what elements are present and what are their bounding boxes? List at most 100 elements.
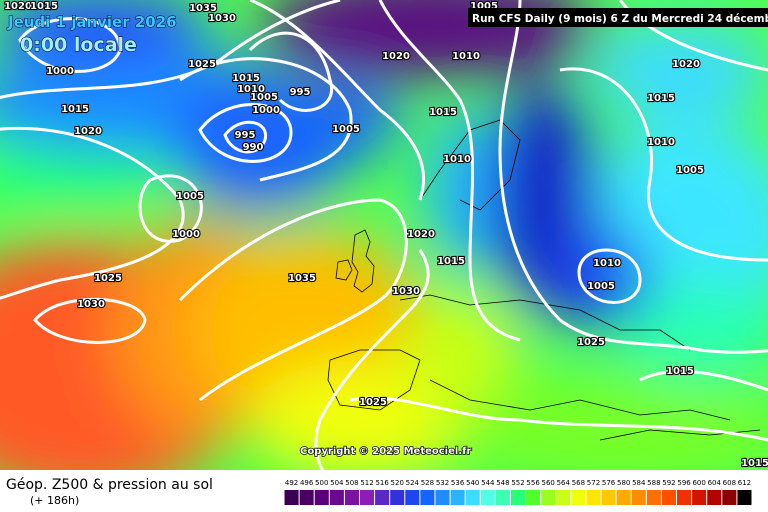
isobar-label: 1010 <box>647 137 675 148</box>
isobar-label: 1015 <box>647 93 675 104</box>
colorbar-label: 532 <box>436 479 449 487</box>
isobar-label: 1020 <box>382 51 410 62</box>
isobar-label: 1005 <box>176 191 204 202</box>
isobar-label: 1010 <box>443 154 471 165</box>
colorbar-label: 520 <box>391 479 404 487</box>
isobar-label: 1015 <box>30 1 58 12</box>
isobar-label: 990 <box>243 142 264 153</box>
isobar-label: 1035 <box>189 3 217 14</box>
colorbar-label: 548 <box>496 479 509 487</box>
isobar-label: 1025 <box>359 397 387 408</box>
colorbar-label: 540 <box>466 479 479 487</box>
isobar-label: 995 <box>290 87 311 98</box>
colorbar-swatch <box>375 490 390 505</box>
isobar-label: 1005 <box>676 165 704 176</box>
isobar-label: 1025 <box>188 59 216 70</box>
colorbar-swatch <box>692 490 707 505</box>
colorbar-swatch <box>556 490 571 505</box>
colorbar-label: 492 <box>285 479 298 487</box>
isobar-label: 1035 <box>288 273 316 284</box>
isobar-label: 1015 <box>61 104 89 115</box>
colorbar-swatch <box>722 490 737 505</box>
colorbar-swatch <box>435 490 450 505</box>
colorbar-swatch <box>646 490 661 505</box>
colorbar-label: 524 <box>406 479 420 487</box>
isobar-label: 1005 <box>587 281 615 292</box>
colorbar-swatch <box>299 490 314 505</box>
isobar-label: 1020 <box>672 59 700 70</box>
isobar-label: 1015 <box>429 107 457 118</box>
isobar-label: 1000 <box>172 229 200 240</box>
isobars <box>0 0 768 470</box>
colorbar-label: 604 <box>708 479 722 487</box>
colorbar-swatch <box>359 490 375 505</box>
colorbar-label: 612 <box>738 479 751 487</box>
colorbar-swatch <box>510 490 526 505</box>
colorbar-swatch <box>480 490 495 505</box>
colorbar-label: 516 <box>375 479 389 487</box>
colorbar-label: 536 <box>451 479 465 487</box>
colorbar-label: 564 <box>557 479 571 487</box>
colorbar-swatch <box>465 490 480 505</box>
colorbar-label: 496 <box>300 479 314 487</box>
isobar-label: 1030 <box>77 299 105 310</box>
colorbar-swatch <box>677 490 692 505</box>
colorbar-swatch <box>737 490 752 505</box>
isobar-label: 1000 <box>46 66 74 77</box>
colorbar-swatch <box>450 490 465 505</box>
isobar-label: 1020 <box>407 229 435 240</box>
colorbar-label: 576 <box>602 479 616 487</box>
colorbar-swatch <box>526 490 541 505</box>
colorbar-swatch <box>405 490 420 505</box>
colorbar-label: 580 <box>617 479 630 487</box>
isobar-label: 1010 <box>593 258 621 269</box>
colorbar-label: 588 <box>647 479 660 487</box>
colorbar-swatch <box>329 490 344 505</box>
run-banner <box>468 8 768 27</box>
isobar-label: 1020 <box>74 126 102 137</box>
run-info: Run CFS Daily (9 mois) 6 Z du Mercredi 2… <box>472 13 768 25</box>
colorbar-label: 608 <box>723 479 736 487</box>
colorbar-swatch <box>344 490 359 505</box>
colorbar-label: 508 <box>345 479 358 487</box>
colorbar-label: 512 <box>360 479 373 487</box>
colorbar-swatch <box>390 490 405 505</box>
colorbar-label: 600 <box>692 479 705 487</box>
isobar-label: 1030 <box>392 286 420 297</box>
colorbar-swatch <box>284 490 299 505</box>
colorbar-swatch <box>571 490 586 505</box>
isobar-label: 1030 <box>208 13 236 24</box>
isobar-label: 1025 <box>94 273 122 284</box>
colorbar-swatch <box>616 490 631 505</box>
colorbar-swatch <box>314 490 329 505</box>
valid-time: 0:00 locale <box>20 34 137 56</box>
colorbar: 492 496 500 504 508 512 516 520 524 528 532 536 540 5… <box>284 479 752 505</box>
colorbar-swatch <box>541 490 556 505</box>
forecast-lead: (+ 186h) <box>30 494 79 507</box>
colorbar-swatch <box>707 490 722 505</box>
colorbar-label: 596 <box>677 479 691 487</box>
isobar-label: 1015 <box>741 458 768 469</box>
colorbar-label: 544 <box>481 479 495 487</box>
colorbar-swatch <box>586 490 601 505</box>
colorbar-label: 592 <box>662 479 675 487</box>
isobar-label: 1000 <box>252 105 280 116</box>
colorbar-label: 500 <box>315 479 328 487</box>
colorbar-label: 572 <box>587 479 600 487</box>
isobar-label: 1010 <box>452 51 480 62</box>
isobar-label: 1005 <box>332 124 360 135</box>
colorbar-label: 528 <box>421 479 434 487</box>
isobar-label: 1020 <box>4 1 32 12</box>
isobar-label: 1015 <box>437 256 465 267</box>
colorbar-label: 584 <box>632 479 646 487</box>
colorbar-swatch <box>420 490 435 505</box>
colorbar-swatch <box>631 490 646 505</box>
isobar-label: 1025 <box>577 337 605 348</box>
coastlines <box>327 119 761 441</box>
colorbar-swatch <box>495 490 510 505</box>
colorbar-label: 556 <box>526 479 540 487</box>
isobar-label: 1015 <box>666 366 694 377</box>
